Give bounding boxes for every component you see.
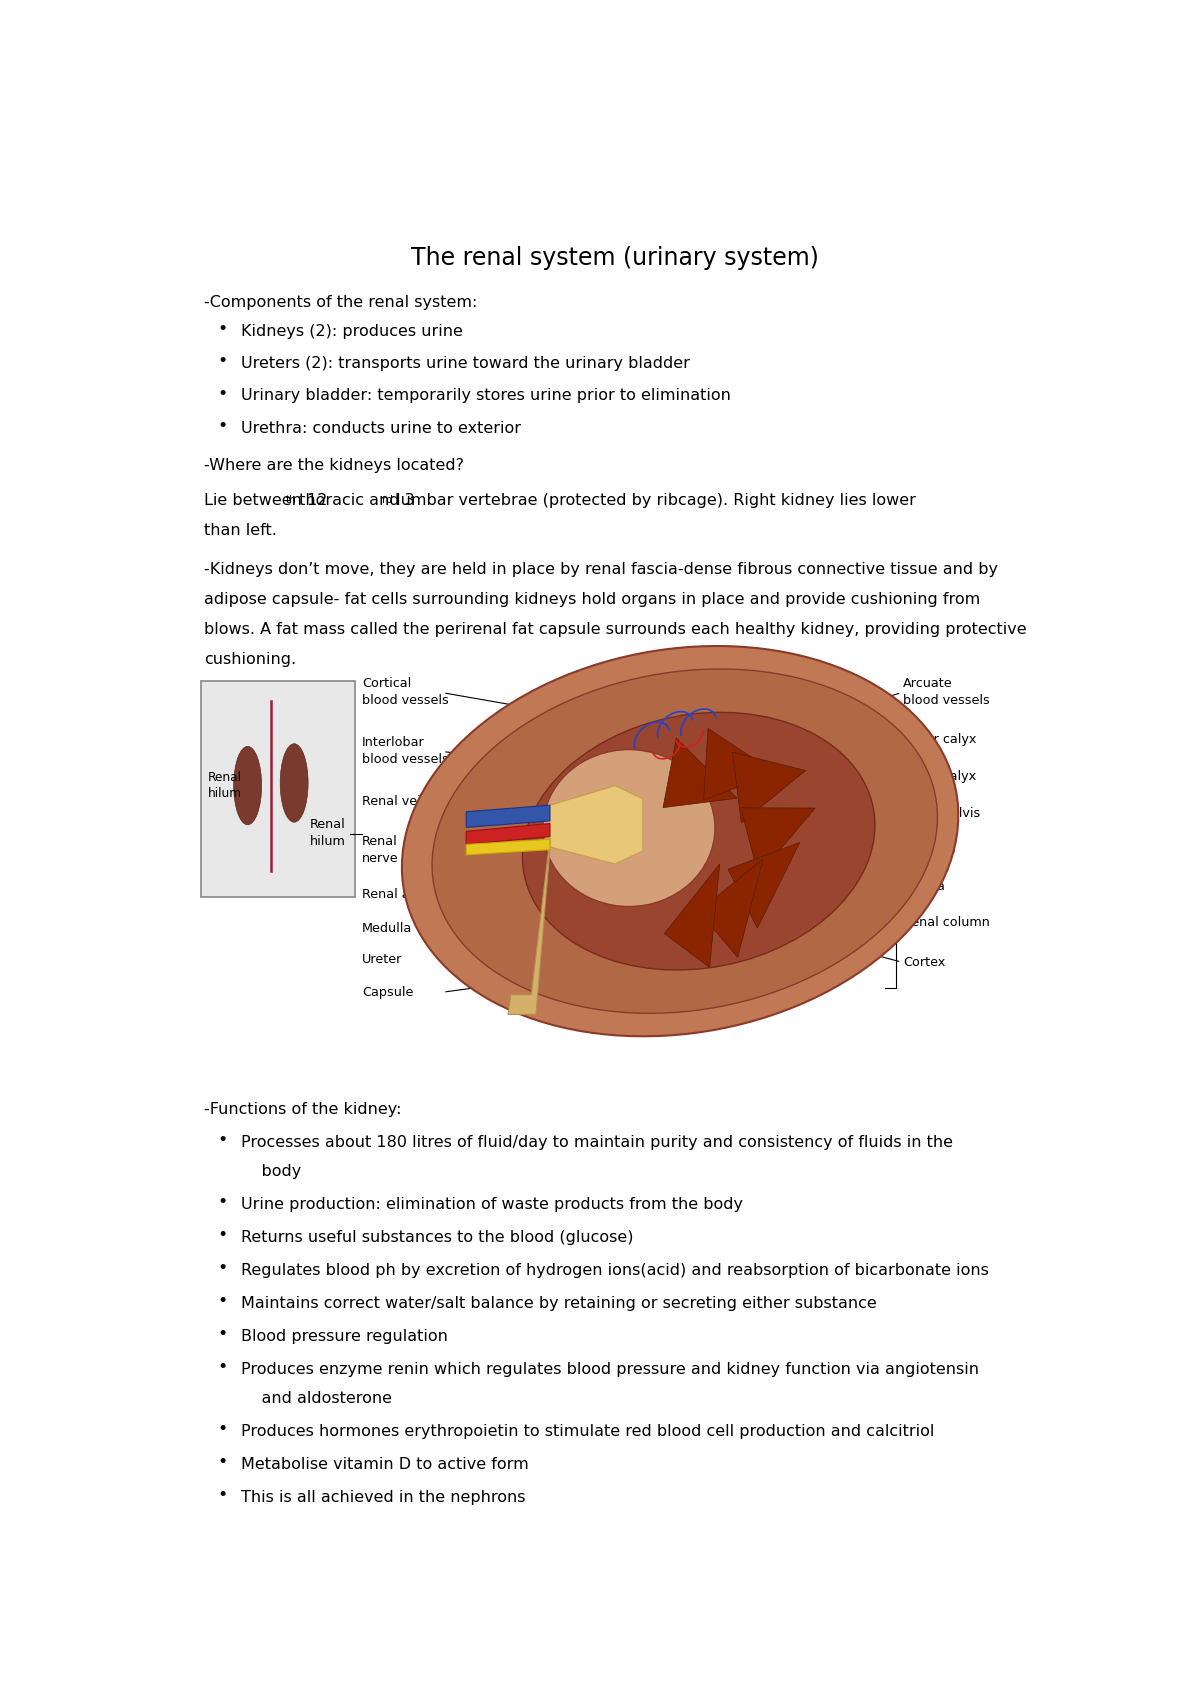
Text: Processes about 180 litres of fluid/day to maintain purity and consistency of fl: Processes about 180 litres of fluid/day … (241, 1134, 953, 1150)
Polygon shape (703, 728, 775, 800)
Text: and aldosterone: and aldosterone (241, 1391, 392, 1406)
Text: Kidneys (2): produces urine: Kidneys (2): produces urine (241, 324, 463, 340)
Bar (202, 681, 355, 897)
Text: Major calyx: Major calyx (904, 769, 977, 783)
Text: Regulates blood ph by excretion of hydrogen ions(acid) and reabsorption of bicar: Regulates blood ph by excretion of hydro… (241, 1263, 989, 1279)
Text: Maintains correct water/salt balance by retaining or secreting either substance: Maintains correct water/salt balance by … (241, 1296, 877, 1311)
Ellipse shape (432, 669, 937, 1014)
Text: Pyramid: Pyramid (904, 844, 956, 856)
Polygon shape (698, 859, 763, 958)
Text: -Components of the renal system:: -Components of the renal system: (204, 295, 478, 311)
Text: •: • (217, 416, 228, 435)
Text: •: • (217, 1326, 228, 1343)
Text: thoracic and 3: thoracic and 3 (294, 492, 415, 508)
Text: -Functions of the kidney:: -Functions of the kidney: (204, 1102, 402, 1117)
Text: Cortical: Cortical (362, 678, 412, 689)
Text: Returns useful substances to the blood (glucose): Returns useful substances to the blood (… (241, 1229, 634, 1245)
Text: blood vessels: blood vessels (362, 752, 449, 766)
Text: Minor calyx: Minor calyx (904, 734, 977, 747)
Text: •: • (217, 1260, 228, 1277)
Ellipse shape (522, 713, 875, 970)
Ellipse shape (542, 749, 715, 907)
Text: •: • (217, 1420, 228, 1438)
Text: Lie between 12: Lie between 12 (204, 492, 328, 508)
Polygon shape (732, 752, 805, 824)
Text: blows. A fat mass called the perirenal fat capsule surrounds each healthy kidney: blows. A fat mass called the perirenal f… (204, 621, 1026, 637)
Text: Capsule: Capsule (362, 985, 414, 998)
Text: Cortex: Cortex (904, 956, 946, 968)
Text: Produces enzyme renin which regulates blood pressure and kidney function via ang: Produces enzyme renin which regulates bl… (241, 1362, 979, 1377)
Text: •: • (217, 1226, 228, 1245)
Text: •: • (217, 1453, 228, 1470)
Polygon shape (665, 864, 720, 968)
Text: blood vessels: blood vessels (362, 694, 449, 706)
Text: Urinary bladder: temporarily stores urine prior to elimination: Urinary bladder: temporarily stores urin… (241, 389, 731, 404)
Text: body: body (241, 1163, 301, 1178)
Text: hilum: hilum (310, 835, 346, 849)
Text: lumbar vertebrae (protected by ribcage). Right kidney lies lower: lumbar vertebrae (protected by ribcage).… (391, 492, 916, 508)
Text: Urethra: conducts urine to exterior: Urethra: conducts urine to exterior (241, 421, 521, 436)
Text: adipose capsule- fat cells surrounding kidneys hold organs in place and provide : adipose capsule- fat cells surrounding k… (204, 593, 980, 606)
Text: Blood pressure regulation: Blood pressure regulation (241, 1330, 448, 1345)
Text: Papilla: Papilla (904, 880, 946, 893)
Text: th: th (286, 496, 296, 506)
Text: -Kidneys don’t move, they are held in place by renal fascia-dense fibrous connec: -Kidneys don’t move, they are held in pl… (204, 562, 998, 577)
Text: cushioning.: cushioning. (204, 652, 296, 667)
Text: nerve: nerve (362, 852, 398, 866)
Polygon shape (664, 739, 737, 808)
Text: Renal pelvis: Renal pelvis (904, 807, 980, 820)
Text: Renal
hilum: Renal hilum (208, 771, 241, 800)
Text: Arcuate: Arcuate (904, 678, 953, 689)
Text: rd: rd (382, 496, 394, 506)
Text: blood vessels: blood vessels (904, 694, 990, 706)
Polygon shape (467, 824, 550, 844)
Text: Urine production: elimination of waste products from the body: Urine production: elimination of waste p… (241, 1197, 743, 1212)
Text: than left.: than left. (204, 523, 277, 538)
Text: Metabolise vitamin D to active form: Metabolise vitamin D to active form (241, 1457, 529, 1472)
Text: Renal column: Renal column (904, 917, 990, 929)
Text: Renal vein: Renal vein (362, 795, 428, 808)
Polygon shape (467, 805, 550, 827)
Polygon shape (467, 839, 550, 854)
Text: Produces hormones erythropoietin to stimulate red blood cell production and calc: Produces hormones erythropoietin to stim… (241, 1425, 935, 1440)
Text: •: • (217, 1486, 228, 1504)
Text: •: • (217, 1358, 228, 1377)
Polygon shape (740, 808, 815, 876)
Text: Ureters (2): transports urine toward the urinary bladder: Ureters (2): transports urine toward the… (241, 357, 690, 372)
Ellipse shape (281, 744, 308, 822)
Text: Renal: Renal (362, 835, 397, 849)
Text: •: • (217, 1194, 228, 1211)
Polygon shape (550, 786, 643, 864)
Text: Medulla: Medulla (362, 922, 413, 934)
Text: The renal system (urinary system): The renal system (urinary system) (412, 246, 818, 270)
Text: •: • (217, 1131, 228, 1150)
Text: Renal artery: Renal artery (362, 888, 440, 900)
Polygon shape (728, 842, 800, 929)
Text: -Where are the kidneys located?: -Where are the kidneys located? (204, 458, 464, 474)
Text: •: • (217, 321, 228, 338)
Text: Interlobar: Interlobar (362, 735, 425, 749)
Text: Renal: Renal (310, 818, 346, 832)
Text: Ureter: Ureter (362, 953, 402, 966)
Text: •: • (217, 353, 228, 370)
Polygon shape (508, 839, 550, 1014)
Text: •: • (217, 384, 228, 402)
Text: •: • (217, 1292, 228, 1311)
Ellipse shape (234, 747, 262, 825)
Ellipse shape (402, 645, 959, 1036)
Text: This is all achieved in the nephrons: This is all achieved in the nephrons (241, 1491, 526, 1506)
